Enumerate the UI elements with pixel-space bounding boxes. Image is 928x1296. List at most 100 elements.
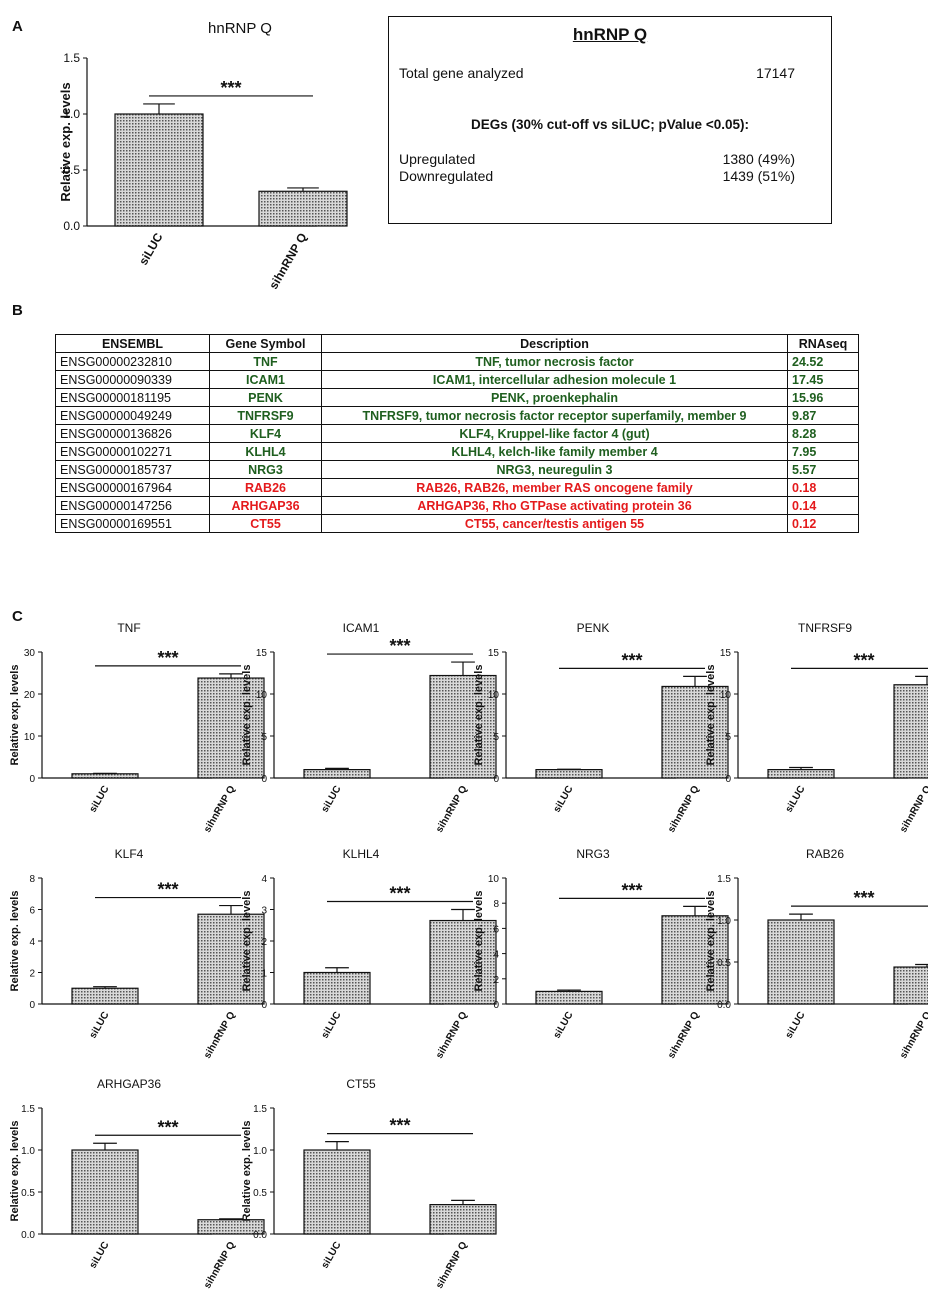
y-tick-label: 20 — [24, 690, 36, 701]
header-rnaseq: RNAseq — [787, 334, 859, 353]
cell-ensembl: ENSG00000049249 — [55, 406, 210, 425]
cell-rnaseq: 17.45 — [787, 370, 859, 389]
chart-title: NRG3 — [576, 847, 610, 861]
bar-siluc — [535, 990, 603, 1005]
cell-rnaseq: 0.12 — [787, 514, 859, 533]
table-row: ENSG00000049249 TNFRSF9 TNFRSF9, tumor nec… — [55, 406, 859, 425]
significance-stars: *** — [220, 78, 241, 98]
x-tick-label: siLUC — [784, 784, 808, 815]
chart-title: PENK — [577, 621, 610, 635]
chart-title: CT55 — [346, 1077, 376, 1091]
significance-stars: *** — [853, 650, 874, 670]
y-axis-label: Relative exp. levels — [705, 665, 717, 766]
summary-degs-label: DEGs (30% cut-off vs siLUC; pValue <0.05… — [471, 117, 749, 132]
summary-up-row: Upregulated 1380 (49%) — [399, 151, 795, 167]
bar-siluc — [535, 769, 603, 779]
y-tick-label: 0 — [29, 774, 35, 785]
x-tick-label: siLUC — [320, 784, 344, 815]
bar-siluc — [71, 773, 139, 779]
x-tick-label: siLUC — [320, 1240, 344, 1271]
y-tick-label: 15 — [488, 648, 500, 659]
bar-siluc — [303, 769, 371, 779]
y-tick-label: 4 — [261, 874, 267, 885]
bar-sihnrnpq — [197, 677, 265, 779]
y-tick-label: 15 — [256, 648, 268, 659]
y-tick-label: 1.0 — [717, 916, 731, 927]
cell-description: PENK, proenkephalin — [321, 388, 788, 407]
x-tick-label: siLUC — [552, 1010, 576, 1041]
y-tick-label: 0.5 — [21, 1188, 35, 1199]
bar-sihnrnpq — [893, 966, 928, 1005]
bar-sihnrnpq — [258, 190, 348, 227]
cell-description: RAB26, RAB26, member RAS oncogene family — [321, 478, 788, 497]
significance-stars: *** — [389, 1116, 410, 1136]
summary-title: hnRNP Q — [572, 25, 648, 44]
y-tick-label: 0.0 — [717, 1000, 731, 1011]
chart-tnfrsf9: TNFRSF9 Relative exp. levels 0 5 10 15 siLUC si… — [705, 621, 928, 835]
x-tick-label: siLUC — [88, 784, 112, 815]
table-row: ENSG00000185737 NRG3 NRG3, neuregulin 3 5.5… — [55, 460, 859, 479]
y-tick-label: 2 — [493, 975, 499, 986]
chart-hnrnpq: hnRNP Q Relative exp. levels 0.0 0.5 1.0 1.5 s… — [58, 20, 348, 292]
y-tick-label: 0 — [493, 774, 499, 785]
cell-rnaseq: 0.18 — [787, 478, 859, 497]
y-tick-label: 0 — [493, 1000, 499, 1011]
y-tick-label: 10 — [256, 690, 268, 701]
significance-stars: *** — [389, 636, 410, 656]
cell-description: TNFRSF9, tumor necrosis factor receptor … — [321, 406, 788, 425]
cell-rnaseq: 7.95 — [787, 442, 859, 461]
y-tick-label: 1 — [261, 969, 267, 980]
table-row: ENSG00000167964 RAB26 RAB26, RAB26, member… — [55, 478, 859, 497]
y-tick-label: 10 — [488, 874, 500, 885]
y-tick-label: 0 — [725, 774, 731, 785]
chart-title: KLHL4 — [343, 847, 380, 861]
cell-rnaseq: 0.14 — [787, 496, 859, 515]
summary-total-value: 17147 — [756, 65, 795, 81]
y-tick-label: 10 — [720, 690, 732, 701]
table-header-row: ENSEMBL Gene Symbol Description RNAseq — [55, 334, 859, 353]
y-tick-label: 8 — [493, 899, 499, 910]
y-tick-label: 10 — [488, 690, 500, 701]
table-row: ENSG00000102271 KLHL4 KLHL4, kelch-like fa… — [55, 442, 859, 461]
chart-title: ARHGAP36 — [97, 1077, 161, 1091]
cell-description: CT55, cancer/testis antigen 55 — [321, 514, 788, 533]
summary-up-value: 1380 (49%) — [722, 151, 795, 167]
panel-label-c: C — [12, 608, 23, 625]
cell-ensembl: ENSG00000090339 — [55, 370, 210, 389]
table-row: ENSG00000181195 PENK PENK, proenkephalin 15… — [55, 388, 859, 407]
y-tick-label: 1.5 — [63, 51, 80, 65]
bar-siluc — [767, 919, 835, 1005]
y-tick-label: 1.5 — [21, 1104, 35, 1115]
significance-stars: *** — [621, 650, 642, 670]
cell-ensembl: ENSG00000169551 — [55, 514, 210, 533]
x-tick-label: siLUC — [136, 230, 166, 267]
cell-rnaseq: 24.52 — [787, 352, 859, 371]
y-tick-label: 15 — [720, 648, 732, 659]
bar-siluc — [303, 1149, 371, 1235]
y-tick-label: 2 — [261, 937, 267, 948]
y-tick-label: 0 — [261, 774, 267, 785]
cell-description: KLHL4, kelch-like family member 4 — [321, 442, 788, 461]
y-axis-label: Relative exp. levels — [9, 891, 21, 992]
significance-stars: *** — [157, 648, 178, 668]
cell-description: ICAM1, intercellular adhesion molecule 1 — [321, 370, 788, 389]
chart-title: KLF4 — [115, 847, 144, 861]
cell-ensembl: ENSG00000181195 — [55, 388, 210, 407]
cell-rnaseq: 15.96 — [787, 388, 859, 407]
bar-siluc — [71, 1149, 139, 1235]
y-tick-label: 4 — [29, 937, 35, 948]
cell-rnaseq: 5.57 — [787, 460, 859, 479]
table-row: ENSG00000090339 ICAM1 ICAM1, intercellular… — [55, 370, 859, 389]
table-row: ENSG00000169551 CT55 CT55, cancer/testis a… — [55, 514, 859, 533]
y-tick-label: 0 — [29, 1000, 35, 1011]
summary-total-row: Total gene analyzed 17147 — [399, 65, 795, 81]
cell-gene-symbol: KLF4 — [209, 424, 322, 443]
x-tick-label: sihnRNP Q — [898, 784, 928, 835]
chart-title: TNF — [117, 621, 140, 635]
